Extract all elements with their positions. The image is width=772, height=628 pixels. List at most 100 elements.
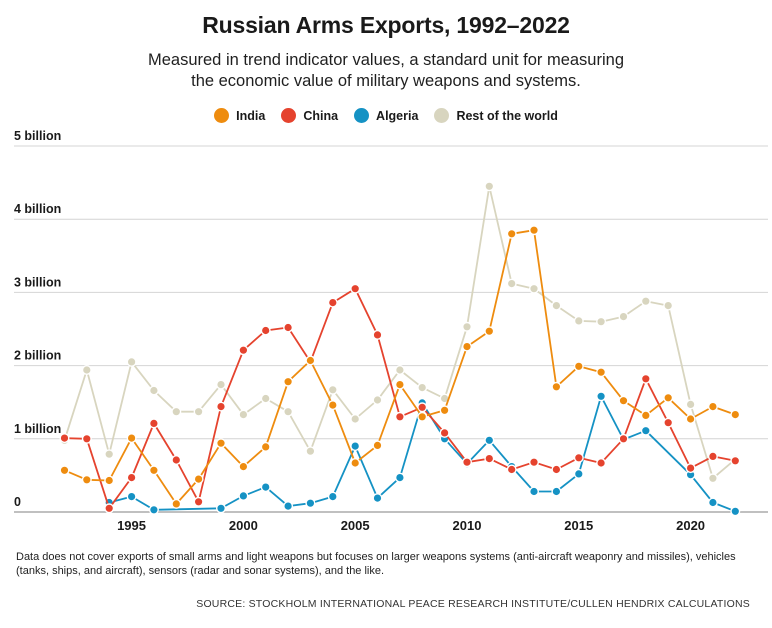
point-algeria-2006 [372, 493, 383, 504]
point-algeria-2013 [529, 486, 540, 497]
point-rest-of-the-world-2008 [417, 382, 428, 393]
point-algeria-2004 [327, 491, 338, 502]
legend-label-india: India [236, 108, 266, 123]
point-india-2009 [439, 405, 450, 416]
legend-item-china: China [281, 108, 338, 123]
point-india-2008 [417, 411, 428, 422]
point-rest-of-the-world-1996 [148, 385, 159, 396]
point-china-2010 [462, 457, 473, 468]
point-india-2021 [707, 401, 718, 412]
point-rest-of-the-world-1997 [171, 406, 182, 417]
point-china-2015 [573, 452, 584, 463]
x-tick-label-1: 2000 [229, 518, 258, 533]
point-rest-of-the-world-2017 [618, 311, 629, 322]
point-algeria-2016 [596, 391, 607, 402]
x-tick-label-3: 2010 [453, 518, 482, 533]
point-rest-of-the-world-2005 [350, 414, 361, 425]
source-credit: SOURCE: STOCKHOLM INTERNATIONAL PEACE RE… [196, 598, 750, 610]
y-tick-label-0: 0 [14, 495, 21, 509]
point-india-2015 [573, 361, 584, 372]
point-india-1995 [126, 433, 137, 444]
point-china-2002 [283, 322, 294, 333]
x-axis-labels: 1995 2000 2005 2010 2015 2020 [117, 518, 705, 533]
point-rest-of-the-world-1994 [104, 449, 115, 460]
point-india-1992 [59, 465, 70, 476]
legend-label-algeria: Algeria [376, 108, 419, 123]
point-rest-of-the-world-2003 [305, 446, 316, 457]
legend-swatch-china [281, 108, 297, 123]
legend-item-india: India [214, 108, 265, 123]
point-china-2020 [685, 463, 696, 474]
y-tick-label-4: 4 billion [14, 202, 61, 216]
point-china-1994 [104, 503, 115, 514]
point-algeria-1999 [215, 503, 226, 514]
point-india-2016 [596, 367, 607, 378]
point-rest-of-the-world-2018 [640, 296, 651, 307]
point-india-2019 [663, 392, 674, 403]
footnote: Data does not cover exports of small arm… [16, 551, 736, 577]
point-algeria-2018 [640, 425, 651, 436]
grid-lines [14, 145, 768, 513]
point-algeria-2001 [260, 482, 271, 493]
x-tick-label-2: 2005 [341, 518, 370, 533]
point-china-1998 [193, 496, 204, 507]
point-rest-of-the-world-1998 [193, 406, 204, 417]
legend-swatch-rest-of-the-world [434, 108, 450, 123]
point-china-2009 [439, 427, 450, 438]
point-china-2000 [238, 345, 249, 356]
point-china-2005 [350, 283, 361, 294]
point-china-1997 [171, 455, 182, 466]
point-algeria-2022 [730, 506, 741, 517]
point-india-2006 [372, 440, 383, 451]
point-india-2012 [506, 228, 517, 239]
point-china-2022 [730, 455, 741, 466]
point-rest-of-the-world-2010 [462, 321, 473, 332]
point-india-2010 [462, 341, 473, 352]
point-rest-of-the-world-1999 [215, 379, 226, 390]
point-rest-of-the-world-2016 [596, 316, 607, 327]
point-china-2013 [529, 457, 540, 468]
point-rest-of-the-world-1993 [81, 365, 92, 376]
point-china-2001 [260, 325, 271, 336]
point-algeria-2014 [551, 486, 562, 497]
y-tick-label-3: 3 billion [14, 275, 61, 289]
point-india-2000 [238, 461, 249, 472]
legend-swatch-algeria [354, 108, 370, 123]
series-china [59, 283, 741, 514]
point-rest-of-the-world-2015 [573, 315, 584, 326]
point-china-1995 [126, 472, 137, 483]
point-china-2019 [663, 417, 674, 428]
point-china-2008 [417, 402, 428, 413]
point-algeria-2005 [350, 441, 361, 452]
point-rest-of-the-world-2020 [685, 399, 696, 410]
point-india-1998 [193, 474, 204, 485]
point-china-2021 [707, 451, 718, 462]
point-india-2005 [350, 458, 361, 469]
point-china-2018 [640, 373, 651, 384]
y-axis-labels: 0 1 billion 2 billion 3 billion 4 billion 5 b… [14, 129, 61, 509]
point-rest-of-the-world-2007 [394, 365, 405, 376]
point-china-2017 [618, 433, 629, 444]
point-india-2017 [618, 395, 629, 406]
point-india-2001 [260, 441, 271, 452]
point-algeria-2011 [484, 435, 495, 446]
legend-label-rest-of-the-world: Rest of the world [456, 108, 558, 123]
point-rest-of-the-world-2004 [327, 384, 338, 395]
point-rest-of-the-world-2021 [707, 473, 718, 484]
point-algeria-2002 [283, 501, 294, 512]
point-india-2014 [551, 381, 562, 392]
point-rest-of-the-world-2012 [506, 278, 517, 289]
line-chart: 0 1 billion 2 billion 3 billion 4 billion 5 b… [14, 129, 768, 533]
point-rest-of-the-world-2000 [238, 409, 249, 420]
chart-title: Russian Arms Exports, 1992–2022 [202, 12, 570, 38]
point-india-1993 [81, 474, 92, 485]
point-rest-of-the-world-1995 [126, 356, 137, 367]
point-china-2016 [596, 458, 607, 469]
point-china-1992 [59, 433, 70, 444]
point-rest-of-the-world-2011 [484, 181, 495, 192]
point-algeria-1996 [148, 504, 159, 515]
point-rest-of-the-world-2006 [372, 395, 383, 406]
point-algeria-2015 [573, 468, 584, 479]
point-india-1997 [171, 498, 182, 509]
point-china-1993 [81, 433, 92, 444]
